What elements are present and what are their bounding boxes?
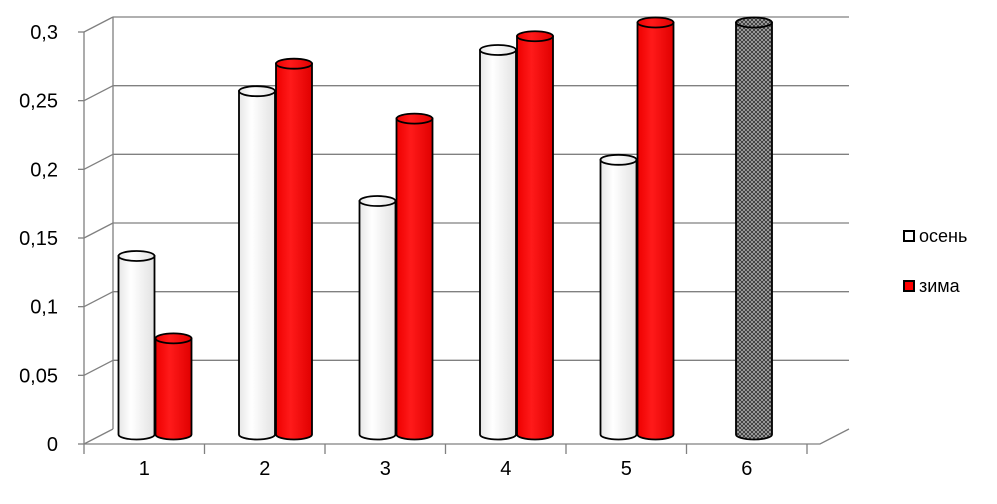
y-tick-labels: 0 0,05 0,1 0,15 0,2 0,25 0,3 [19, 22, 58, 456]
bar-autumn-4-top [479, 44, 517, 56]
y-tick-label: 0,05 [19, 365, 58, 387]
gridline-depth [83, 85, 114, 102]
bar-autumn-2-top [238, 85, 276, 98]
gridlines [83, 16, 849, 445]
x-tick-label: 1 [139, 458, 150, 480]
bar-autumn-4-body [479, 49, 517, 441]
gridline-depth [83, 16, 114, 33]
y-tick-label: 0,1 [30, 297, 58, 319]
x-tick-labels: 1 2 3 4 5 6 [139, 458, 753, 480]
bar-autumn-5-body [599, 158, 638, 441]
bar-autumn-1 [117, 250, 156, 441]
legend-swatch-winter [903, 280, 915, 292]
legend: осень зима [903, 224, 995, 324]
legend-label-winter: зима [919, 275, 960, 296]
bar-winter-4-top [516, 30, 554, 43]
gridline-depth [83, 291, 114, 308]
bar-winter-4-body [516, 35, 554, 441]
y-tick-label: 0,15 [19, 228, 58, 250]
y-tick-label: 0,2 [30, 159, 58, 181]
x-tick-label: 3 [380, 458, 391, 480]
bar-winter-1-body [154, 337, 193, 441]
bar-extra-6 [735, 16, 773, 441]
bar-winter-3 [395, 112, 434, 441]
axes [78, 17, 850, 454]
gridline-depth [83, 222, 114, 239]
bar-winter-1-top [154, 332, 193, 345]
bar-winter-5 [636, 16, 675, 441]
bar-winter-4 [516, 30, 554, 441]
bar-winter-2 [275, 57, 313, 441]
bar-autumn-5-top [599, 153, 638, 166]
x-tick-label: 6 [741, 458, 752, 480]
gridline-depth [83, 153, 114, 170]
bar-autumn-2 [238, 85, 276, 441]
bar-winter-5-body [636, 21, 675, 441]
bar-winter-3-body [395, 117, 434, 441]
bar-winter-1 [154, 332, 193, 441]
gridline-depth [83, 359, 114, 376]
bar-autumn-5 [599, 153, 638, 441]
y-tick-label: 0,3 [30, 22, 58, 44]
bar-autumn-3-top [358, 195, 397, 207]
legend-item-autumn: осень [903, 224, 995, 248]
legend-swatch-autumn [903, 230, 915, 242]
bar-extra-6-body [735, 21, 773, 441]
bars [117, 16, 773, 441]
bar-winter-2-body [275, 62, 313, 441]
bar-winter-2-top [275, 57, 313, 70]
x-axis [84, 428, 850, 445]
bar-autumn-4 [479, 44, 517, 441]
legend-item-winter: зима [903, 274, 995, 298]
bar-autumn-3-body [358, 200, 397, 441]
x-tick-label: 5 [621, 458, 632, 480]
y-tick-label: 0 [47, 434, 58, 456]
x-tick-label: 4 [500, 458, 511, 480]
bar-autumn-1-top [117, 250, 156, 262]
bar-winter-5-top [636, 16, 675, 29]
bar-autumn-3 [358, 195, 397, 441]
y-tick-label: 0,25 [19, 91, 58, 113]
bar-autumn-2-body [238, 90, 276, 441]
legend-label-autumn: осень [919, 225, 968, 246]
bar-winter-3-top [395, 112, 434, 125]
x-tick-label: 2 [259, 458, 270, 480]
bar-autumn-1-body [117, 255, 156, 441]
gridline-depth [83, 428, 114, 445]
bar-extra-6-top [735, 16, 773, 29]
